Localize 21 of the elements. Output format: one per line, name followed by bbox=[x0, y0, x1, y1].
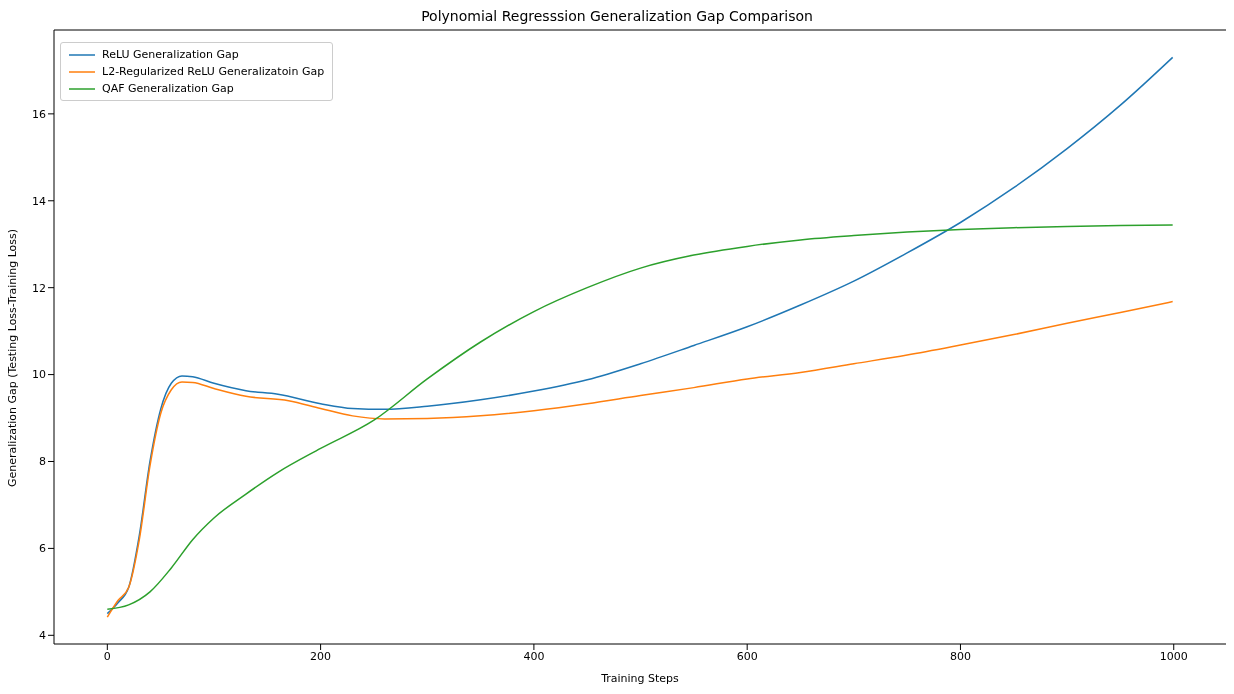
y-tick-label: 4 bbox=[39, 629, 46, 643]
x-tick-label: 800 bbox=[949, 649, 971, 663]
legend-label: ReLU Generalization Gap bbox=[102, 48, 239, 61]
y-tick-label: 8 bbox=[39, 455, 46, 469]
line-series bbox=[106, 224, 1174, 610]
x-tick-label: 200 bbox=[310, 649, 332, 663]
y-tick-label: 14 bbox=[32, 194, 46, 208]
legend-label: QAF Generalization Gap bbox=[102, 82, 234, 95]
x-tick-label: 600 bbox=[736, 649, 758, 663]
line-series bbox=[106, 300, 1174, 618]
y-tick-label: 6 bbox=[39, 542, 46, 556]
y-axis-title: Generalization Gap (Testing Loss-Training Loss) bbox=[5, 228, 19, 487]
x-tick-label: 1000 bbox=[1159, 649, 1188, 663]
legend-label: L2-Regularized ReLU Generalizatoin Gap bbox=[102, 65, 325, 78]
chart-title: Polynomial Regresssion Generalization Gap Comparison bbox=[420, 8, 814, 26]
y-tick-label: 12 bbox=[32, 281, 46, 295]
y-tick-label: 10 bbox=[32, 368, 46, 382]
x-tick-label: 400 bbox=[523, 649, 545, 663]
y-tick-label: 16 bbox=[32, 107, 46, 121]
x-axis-title: Training Steps bbox=[600, 672, 680, 685]
x-tick-label: 0 bbox=[103, 649, 111, 663]
